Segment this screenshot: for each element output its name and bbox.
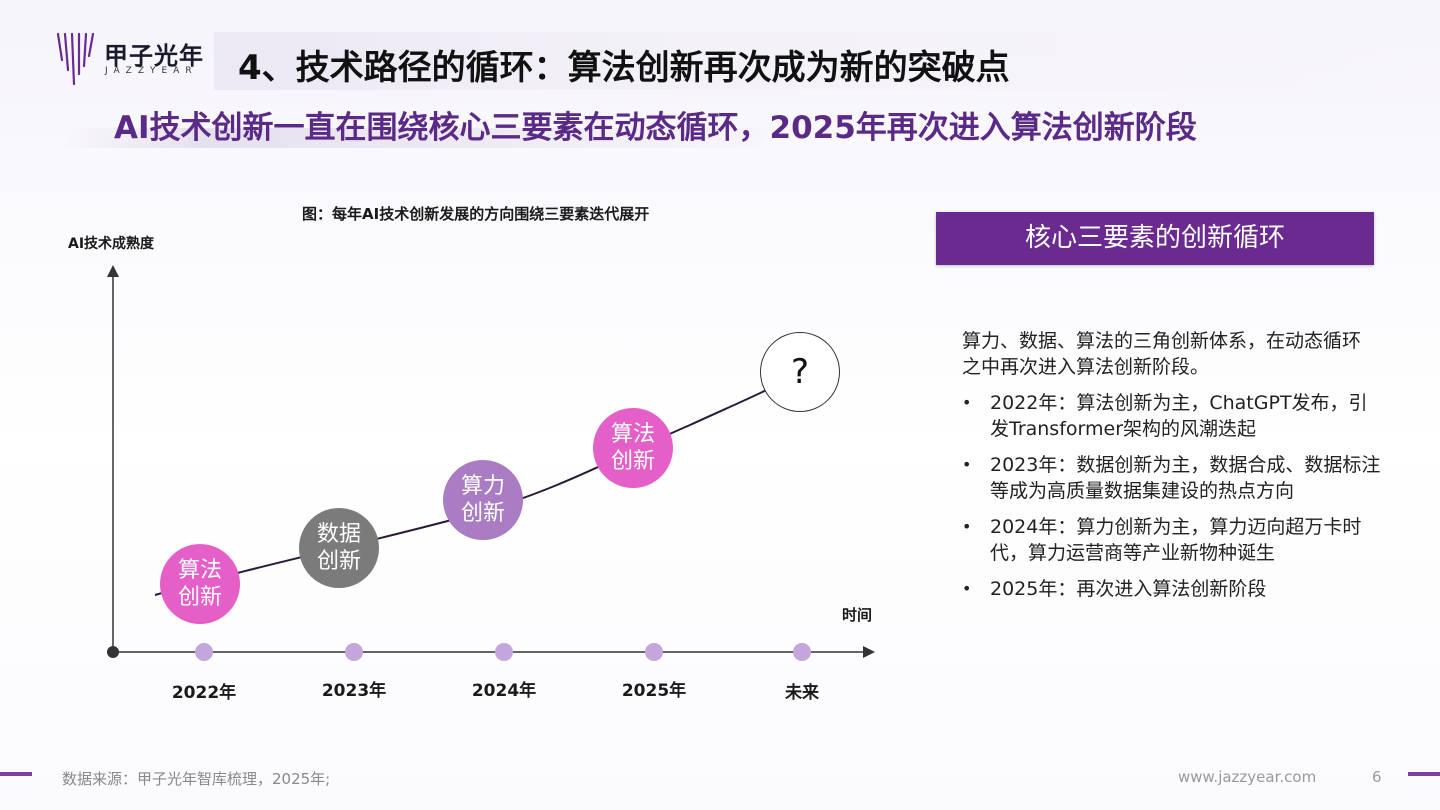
- timeline-dot: [495, 643, 513, 661]
- innovation-node: 算力 创新: [443, 460, 523, 540]
- panel-bullet-list: 2022年：算法创新为主，ChatGPT发布，引发Transformer架构的风…: [962, 390, 1382, 612]
- timeline-tick-label: 2024年: [471, 681, 537, 701]
- innovation-node: 数据 创新: [299, 508, 379, 588]
- timeline-dot: [195, 643, 213, 661]
- diagram-title: 图：每年AI技术创新发展的方向围绕三要素迭代展开: [302, 205, 650, 223]
- timeline-dot: [645, 643, 663, 661]
- footer-accent-left: [0, 772, 32, 776]
- footer-accent-right: [1408, 772, 1440, 776]
- timeline-tick-label: 2023年: [321, 681, 387, 701]
- page-subtitle: AI技术创新一直在围绕核心三要素在动态循环，2025年再次进入算法创新阶段: [114, 110, 1197, 146]
- innovation-node: 算法 创新: [160, 544, 240, 624]
- page-title: 4、技术路径的循环：算法创新再次成为新的突破点: [238, 48, 1010, 88]
- bullet-item: 2023年：数据创新为主，数据合成、数据标注等成为高质量数据集建设的热点方向: [962, 452, 1382, 504]
- title-band: [214, 32, 1440, 90]
- bullet-item: 2024年：算力创新为主，算力迈向超万卡时代，算力运营商等产业新物种诞生: [962, 514, 1382, 566]
- logo-text-en: JAZZYEAR: [105, 66, 198, 76]
- y-axis-label: AI技术成熟度: [68, 236, 155, 252]
- timeline-tick-label: 2025年: [621, 681, 687, 701]
- bullet-item: 2022年：算法创新为主，ChatGPT发布，引发Transformer架构的风…: [962, 390, 1382, 442]
- panel-intro: 算力、数据、算法的三角创新体系，在动态循环之中再次进入算法创新阶段。: [962, 330, 1362, 378]
- axis-origin: [107, 646, 119, 658]
- innovation-node: 算法 创新: [593, 408, 673, 488]
- source-note: 数据来源：甲子光年智库梳理，2025年;: [62, 770, 331, 788]
- logo-text-cn: 甲子光年: [104, 42, 204, 70]
- bullet-item: 2025年：再次进入算法创新阶段: [962, 576, 1382, 602]
- x-axis-label: 时间: [842, 606, 873, 624]
- timeline-tick-label: 2022年: [171, 683, 237, 703]
- timeline-dot: [793, 643, 811, 661]
- website-link[interactable]: www.jazzyear.com: [1178, 768, 1317, 786]
- growth-curve: [154, 371, 801, 596]
- timeline-tick-label: 未来: [785, 683, 819, 703]
- brand-logo-mark: [56, 32, 95, 86]
- page-number: 6: [1372, 768, 1382, 786]
- timeline-dot: [345, 643, 363, 661]
- panel-heading: 核心三要素的创新循环: [936, 212, 1374, 265]
- future-node: ?: [760, 332, 840, 412]
